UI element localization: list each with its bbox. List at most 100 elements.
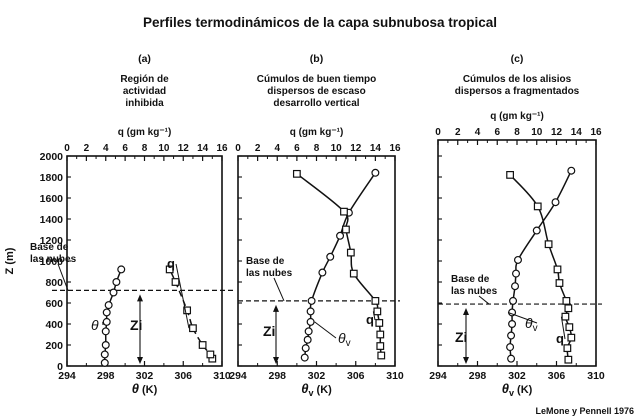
zi-arrow-head	[137, 357, 143, 364]
data-point-q	[371, 297, 380, 305]
top-tick-label: 0	[64, 143, 70, 154]
panel-label: (b)	[310, 53, 323, 65]
data-point-q	[563, 344, 572, 353]
data-point-q	[346, 248, 355, 257]
y-tick-label: 1600	[40, 193, 64, 205]
data-point-q	[564, 355, 573, 364]
data-point-theta	[513, 255, 522, 264]
cloud-base-label: las nubes	[451, 286, 498, 297]
data-point-theta	[100, 358, 109, 367]
series-line	[103, 269, 122, 363]
data-point-theta	[112, 278, 121, 287]
data-point-theta	[102, 308, 111, 317]
data-point-q	[377, 351, 386, 360]
panel-label: (c)	[511, 53, 524, 65]
data-point-theta	[306, 307, 315, 316]
data-point-theta	[117, 265, 126, 274]
cloud-base-label: las nubes	[246, 268, 293, 279]
data-point-q	[533, 202, 542, 211]
data-point-theta	[532, 226, 541, 235]
x-tick-label: 310	[386, 370, 404, 382]
x-tick-label: 306	[174, 370, 192, 382]
top-tick-label: 4	[274, 143, 280, 154]
data-point-q	[562, 297, 571, 305]
y-tick-label: 200	[45, 340, 63, 352]
theta-symbol: θ	[91, 317, 99, 333]
zi-label: Zi	[455, 329, 467, 345]
y-tick-label: 600	[45, 298, 63, 310]
data-point-q	[292, 169, 301, 178]
top-tick-label: 0	[235, 143, 241, 154]
zi-text: Zi	[130, 317, 142, 333]
top-tick-label: 12	[551, 127, 563, 138]
x-tick-label: 302	[308, 370, 326, 382]
x-tick-label: 298	[97, 370, 115, 382]
panel-subtitle: Cúmulos de los alisios	[463, 74, 572, 85]
panel-subtitle: actividad	[123, 86, 166, 97]
top-axis-label: q (gm kg⁻¹)	[118, 127, 172, 138]
data-point-q	[567, 333, 576, 342]
x-axis-label: θv (K)	[502, 381, 533, 398]
data-point-q	[198, 341, 207, 349]
top-tick-label: 16	[389, 143, 401, 154]
zi-arrow-head	[137, 294, 143, 302]
data-point-q	[373, 307, 382, 316]
data-point-theta	[102, 317, 111, 326]
x-tick-label: 302	[508, 370, 526, 382]
data-point-theta	[507, 354, 516, 363]
top-tick-label: 0	[435, 127, 441, 138]
x-tick-label: 310	[213, 370, 231, 382]
top-tick-label: 8	[314, 143, 320, 154]
cloud-base-label: las nubes	[30, 254, 77, 265]
zi-label: Zi	[130, 317, 142, 333]
y-tick-label: 1800	[40, 172, 64, 184]
data-point-q	[342, 225, 350, 234]
data-point-theta	[318, 268, 327, 277]
panel-subtitle: desarrollo vertical	[273, 98, 359, 109]
data-point-q	[553, 265, 562, 274]
x-axis-symbol: θ	[502, 381, 509, 396]
panel-subtitle: dispersos de escaso	[267, 86, 365, 97]
data-point-q	[506, 171, 514, 179]
theta-symbol: θ	[525, 315, 533, 331]
data-point-q	[544, 240, 553, 249]
cloud-base-label: Base de	[30, 242, 69, 253]
data-point-theta	[306, 317, 315, 326]
cloud-base-pointer	[478, 295, 490, 305]
q-label: q	[366, 312, 374, 327]
data-point-q	[171, 278, 180, 286]
cloud-base-pointer	[57, 263, 69, 291]
top-tick-label: 10	[331, 143, 343, 154]
top-axis-label: q (gm kg⁻¹)	[290, 127, 344, 138]
top-tick-label: 14	[370, 143, 382, 154]
data-point-theta	[101, 327, 110, 336]
top-tick-label: 6	[122, 143, 128, 154]
top-tick-label: 4	[103, 143, 109, 154]
top-tick-label: 16	[216, 143, 228, 154]
data-point-q	[206, 350, 215, 359]
panel-subtitle: inhibida	[125, 98, 164, 109]
data-point-q	[375, 319, 384, 327]
data-point-theta	[509, 296, 518, 305]
data-point-theta	[304, 327, 313, 336]
data-point-theta	[511, 282, 520, 291]
data-point-theta	[303, 335, 312, 344]
top-tick-label: 2	[84, 143, 90, 154]
x-axis-unit: (K)	[313, 384, 332, 396]
top-tick-label: 14	[197, 143, 209, 154]
x-tick-label: 298	[268, 370, 286, 382]
x-axis-subscript: v	[509, 388, 514, 398]
x-axis-label: θv (K)	[301, 381, 332, 398]
theta-subscript: v	[346, 338, 351, 349]
data-point-theta	[301, 344, 310, 353]
data-point-q	[165, 265, 174, 274]
zi-arrow-head	[463, 308, 469, 316]
zi-text: Zi	[263, 323, 275, 339]
x-tick-label: 294	[429, 370, 447, 382]
data-point-theta	[512, 269, 521, 278]
data-point-theta	[100, 350, 109, 359]
top-tick-label: 8	[514, 127, 520, 138]
